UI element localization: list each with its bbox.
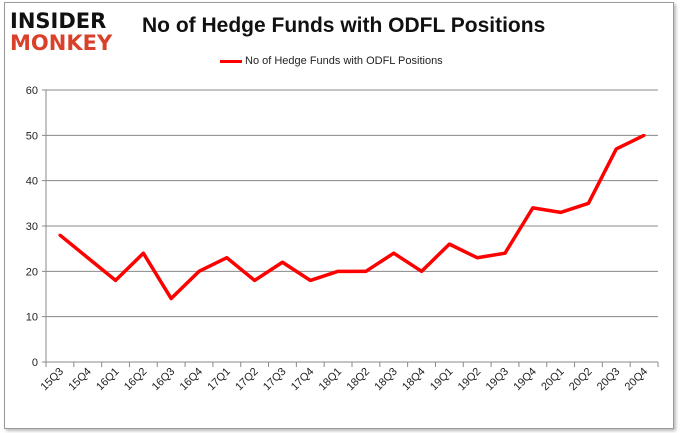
y-tick-label: 20: [26, 266, 38, 278]
data-point: [114, 278, 118, 282]
data-point: [308, 278, 312, 282]
y-tick-label: 10: [26, 312, 38, 324]
x-tick-label: 20Q2: [567, 366, 595, 394]
x-tick-label: 19Q2: [456, 366, 484, 394]
data-point: [364, 269, 368, 273]
x-tick-label: 16Q2: [122, 366, 150, 394]
chart-frame: [4, 2, 674, 429]
x-tick-label: 17Q2: [233, 366, 261, 394]
x-tick-label: 15Q3: [39, 366, 67, 394]
y-tick-label: 50: [26, 130, 38, 142]
x-tick-label: 18Q3: [372, 366, 400, 394]
data-point: [253, 278, 257, 282]
data-point: [58, 233, 62, 237]
x-tick-label: 16Q4: [178, 366, 206, 394]
x-tick-label: 17Q1: [205, 366, 233, 394]
x-tick-label: 20Q4: [623, 366, 651, 394]
data-point: [642, 133, 646, 137]
data-point: [586, 201, 590, 205]
data-point: [169, 297, 173, 301]
data-point: [420, 269, 424, 273]
x-tick-label: 18Q4: [400, 366, 428, 394]
x-tick-label: 20Q3: [595, 366, 623, 394]
data-point: [392, 251, 396, 255]
x-tick-label: 19Q3: [484, 366, 512, 394]
y-tick-label: 0: [32, 357, 38, 369]
data-point: [531, 206, 535, 210]
data-point: [503, 251, 507, 255]
data-point: [86, 256, 90, 260]
data-point: [141, 251, 145, 255]
x-tick-label: 18Q1: [317, 366, 345, 394]
x-tick-label: 17Q4: [289, 366, 317, 394]
x-tick-label: 19Q1: [428, 366, 456, 394]
data-point: [336, 269, 340, 273]
x-tick-label: 15Q4: [66, 366, 94, 394]
y-tick-label: 30: [26, 221, 38, 233]
logo-line2: MONKEY: [10, 31, 113, 55]
legend: No of Hedge Funds with ODFL Positions: [220, 55, 443, 67]
legend-label: No of Hedge Funds with ODFL Positions: [245, 55, 443, 67]
y-tick-label: 60: [26, 85, 38, 97]
legend-swatch: [220, 59, 242, 63]
x-tick-label: 19Q4: [511, 366, 539, 394]
x-tick-label: 17Q3: [261, 366, 289, 394]
y-tick-label: 40: [26, 176, 38, 188]
x-tick-label: 16Q3: [150, 366, 178, 394]
insider-monkey-logo: INSIDER MONKEY: [10, 10, 112, 54]
data-point: [559, 210, 563, 214]
data-point: [280, 260, 284, 264]
logo-line1: INSIDER: [10, 9, 107, 33]
x-tick-label: 18Q2: [345, 366, 373, 394]
data-point: [197, 269, 201, 273]
data-point: [447, 242, 451, 246]
x-tick-label: 20Q1: [539, 366, 567, 394]
chart-title: No of Hedge Funds with ODFL Positions: [142, 14, 546, 37]
x-tick-label: 16Q1: [94, 366, 122, 394]
series-line: [58, 133, 645, 301]
data-point: [614, 147, 618, 151]
data-point: [475, 256, 479, 260]
data-point: [225, 256, 229, 260]
